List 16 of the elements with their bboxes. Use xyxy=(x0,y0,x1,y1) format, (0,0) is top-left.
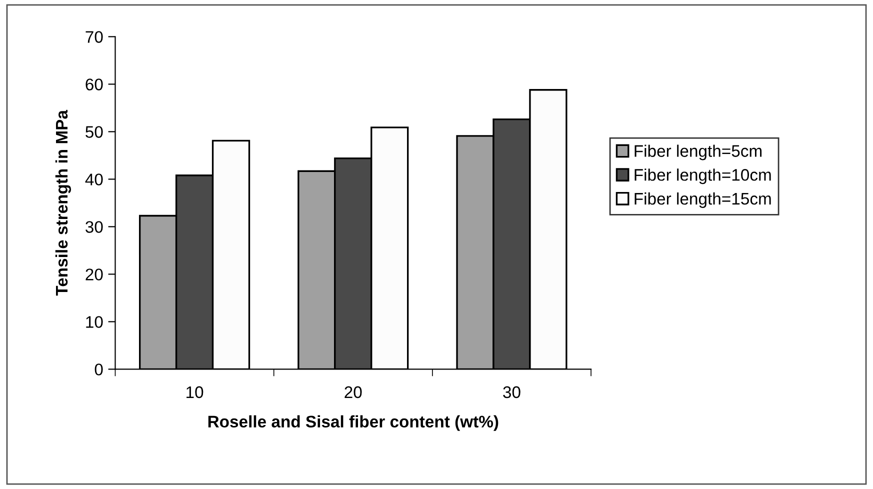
y-tick-label: 0 xyxy=(94,364,103,376)
legend-label: Fiber length=15cm xyxy=(634,192,771,208)
y-tick-label: 70 xyxy=(86,31,103,43)
legend-label: Fiber length=5cm xyxy=(634,144,762,160)
x-tick-label: 10 xyxy=(186,386,204,398)
y-tick-label: 10 xyxy=(86,316,103,328)
y-tick-label: 30 xyxy=(86,221,103,233)
x-tick-label: 30 xyxy=(503,386,520,398)
y-tick-label: 50 xyxy=(86,126,103,138)
y-axis-title: Tensile strength in MPa xyxy=(55,110,72,296)
legend-label: Fiber length=10cm xyxy=(634,168,771,184)
y-tick-label: 20 xyxy=(86,268,103,280)
y-tick-label: 40 xyxy=(85,174,103,186)
y-tick-label: 60 xyxy=(86,78,103,90)
x-tick-label: 20 xyxy=(344,386,362,398)
x-axis-title: Roselle and Sisal fiber content (wt%) xyxy=(208,415,498,431)
